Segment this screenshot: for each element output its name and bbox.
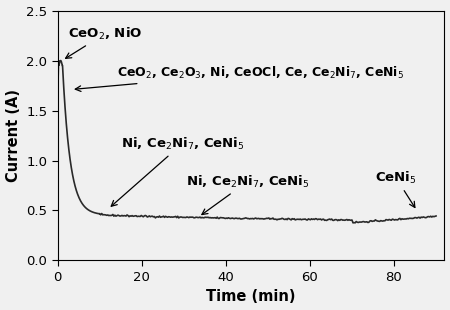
Text: CeO$_2$, NiO: CeO$_2$, NiO [66,25,142,58]
X-axis label: Time (min): Time (min) [206,290,296,304]
Text: Ni, Ce$_2$Ni$_7$, CeNi$_5$: Ni, Ce$_2$Ni$_7$, CeNi$_5$ [186,174,309,215]
Y-axis label: Current (A): Current (A) [5,89,21,182]
Text: CeO$_2$, Ce$_2$O$_3$, Ni, CeOCl, Ce, Ce$_2$Ni$_7$, CeNi$_5$: CeO$_2$, Ce$_2$O$_3$, Ni, CeOCl, Ce, Ce$… [75,64,404,91]
Text: CeNi$_5$: CeNi$_5$ [375,170,417,207]
Text: Ni, Ce$_2$Ni$_7$, CeNi$_5$: Ni, Ce$_2$Ni$_7$, CeNi$_5$ [111,135,244,206]
